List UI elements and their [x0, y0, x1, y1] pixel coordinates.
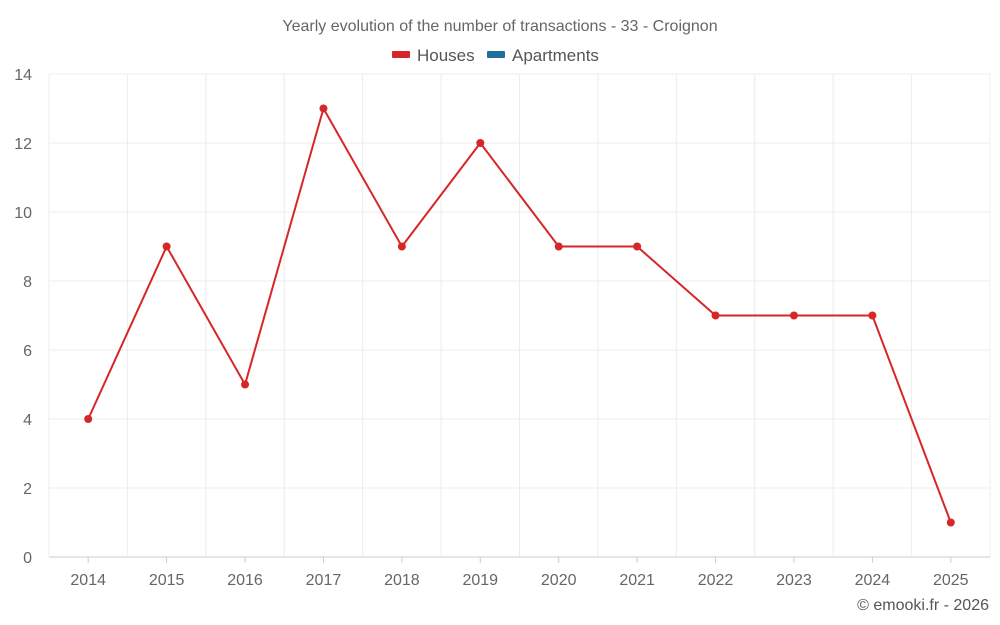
x-tick-label: 2015	[149, 572, 185, 589]
data-point-houses[interactable]	[711, 311, 720, 320]
x-tick-label: 2019	[462, 572, 498, 589]
y-tick-label: 4	[23, 412, 32, 429]
y-tick-label: 2	[23, 481, 32, 498]
legend-swatch-houses	[392, 51, 410, 58]
data-point-houses[interactable]	[946, 518, 955, 527]
x-tick-label: 2016	[227, 572, 263, 589]
x-tick-label: 2023	[776, 572, 812, 589]
x-tick-label: 2018	[384, 572, 420, 589]
data-point-houses[interactable]	[554, 242, 563, 251]
legend-label-apartments: Apartments	[512, 46, 599, 65]
legend-label-houses: Houses	[417, 46, 475, 65]
data-point-houses[interactable]	[868, 311, 877, 320]
y-tick-label: 12	[14, 136, 32, 153]
series-line-houses	[87, 107, 952, 523]
x-tick-label: 2021	[619, 572, 655, 589]
legend-item-houses[interactable]: Houses	[392, 46, 475, 65]
y-tick-label: 10	[14, 205, 32, 222]
y-axis: 0 2 4 6 8 10 12 14	[14, 67, 32, 567]
data-point-houses[interactable]	[319, 104, 328, 113]
data-point-houses[interactable]	[789, 311, 798, 320]
chart-title: Yearly evolution of the number of transa…	[282, 18, 717, 35]
y-tick-label: 6	[23, 343, 32, 360]
series	[84, 104, 955, 527]
data-point-houses[interactable]	[84, 415, 93, 423]
x-tick-label: 2014	[70, 572, 106, 589]
y-tick-label: 8	[23, 274, 32, 291]
x-tick-label: 2020	[541, 572, 577, 589]
legend-item-apartments[interactable]: Apartments	[487, 46, 599, 65]
data-point-houses[interactable]	[633, 242, 642, 251]
legend-swatch-apartments	[487, 51, 505, 58]
data-point-houses[interactable]	[241, 380, 250, 389]
legend: Houses Apartments	[392, 46, 599, 65]
data-point-houses[interactable]	[476, 139, 485, 147]
data-point-houses[interactable]	[397, 242, 406, 251]
x-tick-label: 2022	[698, 572, 734, 589]
data-point-houses[interactable]	[162, 242, 171, 251]
x-tick-label: 2025	[933, 572, 969, 589]
credit-text: © emooki.fr - 2026	[857, 597, 989, 614]
y-tick-label: 14	[14, 67, 32, 84]
y-tick-label: 0	[23, 550, 32, 567]
x-tick-label: 2017	[306, 572, 342, 589]
x-axis: 2014 2015 2016 2017 2018 2019 2020 2021 2022 2023…	[70, 557, 969, 589]
x-tick-label: 2024	[855, 572, 891, 589]
